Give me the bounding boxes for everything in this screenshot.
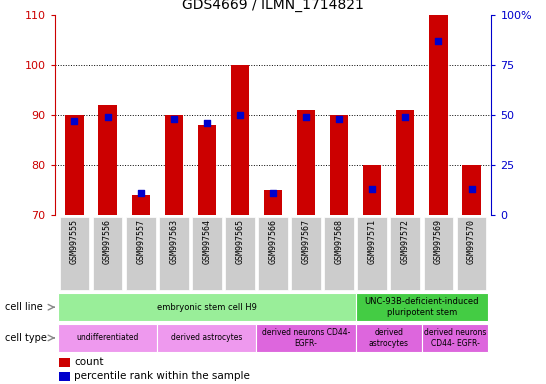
Bar bbox=[297, 110, 315, 215]
Text: GSM997570: GSM997570 bbox=[467, 219, 476, 264]
Bar bbox=[98, 105, 117, 215]
Bar bbox=[165, 115, 183, 215]
Text: UNC-93B-deficient-induced
pluripotent stem: UNC-93B-deficient-induced pluripotent st… bbox=[365, 298, 479, 317]
Bar bbox=[198, 125, 216, 215]
Text: GSM997572: GSM997572 bbox=[401, 219, 410, 264]
Text: embryonic stem cell H9: embryonic stem cell H9 bbox=[157, 303, 257, 312]
Bar bbox=[330, 115, 348, 215]
Point bbox=[70, 118, 79, 124]
Point bbox=[169, 116, 178, 122]
FancyBboxPatch shape bbox=[390, 217, 420, 290]
Text: GSM997566: GSM997566 bbox=[269, 219, 277, 264]
Text: count: count bbox=[74, 358, 104, 367]
Bar bbox=[132, 195, 150, 215]
FancyBboxPatch shape bbox=[126, 217, 156, 290]
Bar bbox=[462, 165, 480, 215]
Text: cell type: cell type bbox=[5, 333, 48, 343]
Point bbox=[401, 114, 410, 120]
Text: derived neurons
CD44- EGFR-: derived neurons CD44- EGFR- bbox=[424, 328, 486, 348]
FancyBboxPatch shape bbox=[324, 217, 354, 290]
Text: GSM997565: GSM997565 bbox=[235, 219, 245, 264]
Text: GSM997571: GSM997571 bbox=[368, 219, 377, 264]
Point bbox=[302, 114, 311, 120]
FancyBboxPatch shape bbox=[258, 217, 288, 290]
Text: percentile rank within the sample: percentile rank within the sample bbox=[74, 371, 250, 381]
FancyBboxPatch shape bbox=[291, 217, 321, 290]
Text: GSM997564: GSM997564 bbox=[203, 219, 211, 264]
Text: derived
astrocytes: derived astrocytes bbox=[369, 328, 409, 348]
Bar bbox=[363, 165, 381, 215]
Point bbox=[335, 116, 343, 122]
Text: GSM997567: GSM997567 bbox=[301, 219, 311, 264]
FancyBboxPatch shape bbox=[257, 324, 356, 352]
Bar bbox=[231, 65, 249, 215]
Text: GSM997557: GSM997557 bbox=[136, 219, 145, 264]
Text: derived astrocytes: derived astrocytes bbox=[171, 333, 242, 343]
Title: GDS4669 / ILMN_1714821: GDS4669 / ILMN_1714821 bbox=[182, 0, 364, 12]
FancyBboxPatch shape bbox=[225, 217, 255, 290]
Text: undifferentiated: undifferentiated bbox=[76, 333, 139, 343]
FancyBboxPatch shape bbox=[159, 217, 188, 290]
FancyBboxPatch shape bbox=[58, 293, 356, 321]
Bar bbox=[429, 15, 448, 215]
Point bbox=[434, 38, 443, 45]
FancyBboxPatch shape bbox=[58, 324, 157, 352]
FancyBboxPatch shape bbox=[456, 217, 486, 290]
Text: GSM997569: GSM997569 bbox=[434, 219, 443, 264]
Bar bbox=[396, 110, 414, 215]
FancyBboxPatch shape bbox=[356, 293, 488, 321]
Point bbox=[103, 114, 112, 120]
Text: GSM997563: GSM997563 bbox=[169, 219, 178, 264]
Point bbox=[235, 112, 244, 118]
Bar bbox=[66, 115, 84, 215]
FancyBboxPatch shape bbox=[192, 217, 222, 290]
Bar bbox=[59, 372, 70, 381]
Point bbox=[136, 190, 145, 196]
Text: derived neurons CD44-
EGFR-: derived neurons CD44- EGFR- bbox=[262, 328, 351, 348]
Point bbox=[203, 120, 211, 126]
Point bbox=[269, 190, 277, 196]
Bar bbox=[59, 358, 70, 367]
Text: GSM997568: GSM997568 bbox=[335, 219, 343, 264]
FancyBboxPatch shape bbox=[358, 217, 387, 290]
FancyBboxPatch shape bbox=[93, 217, 122, 290]
Point bbox=[368, 186, 377, 192]
FancyBboxPatch shape bbox=[60, 217, 90, 290]
Text: GSM997556: GSM997556 bbox=[103, 219, 112, 264]
FancyBboxPatch shape bbox=[422, 324, 488, 352]
Bar bbox=[264, 190, 282, 215]
Point bbox=[467, 186, 476, 192]
FancyBboxPatch shape bbox=[157, 324, 257, 352]
FancyBboxPatch shape bbox=[356, 324, 422, 352]
FancyBboxPatch shape bbox=[424, 217, 453, 290]
Text: GSM997555: GSM997555 bbox=[70, 219, 79, 264]
Text: cell line: cell line bbox=[5, 302, 43, 312]
